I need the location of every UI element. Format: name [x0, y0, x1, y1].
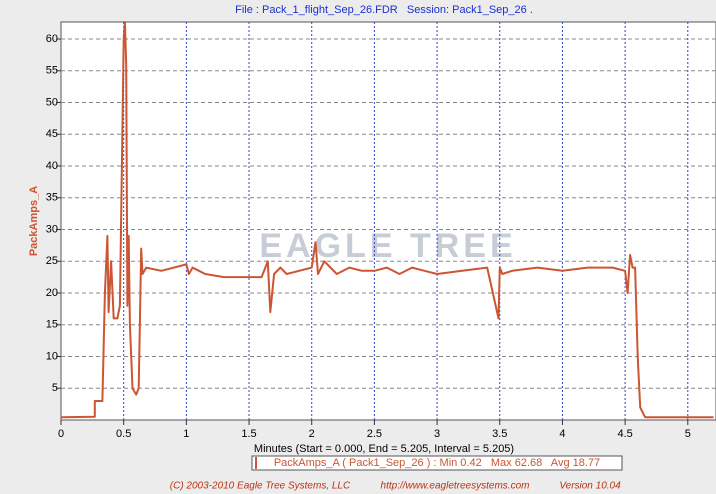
chart-title: File : Pack_1_flight_Sep_26.FDR Session:…	[235, 4, 533, 16]
y-tick-label: 5	[52, 382, 58, 394]
y-tick-label: 25	[46, 255, 58, 267]
y-tick-label: 35	[46, 192, 58, 204]
x-tick-label: 0.5	[116, 428, 131, 440]
x-tick-label: 3.5	[492, 428, 507, 440]
y-tick-label: 55	[46, 65, 58, 77]
x-tick-label: 3	[434, 428, 440, 440]
y-tick-label: 10	[46, 350, 58, 362]
x-tick-label: 1	[183, 428, 189, 440]
x-tick-label: 5	[685, 428, 691, 440]
x-tick-label: 2.5	[367, 428, 382, 440]
y-tick-label: 30	[46, 223, 58, 235]
y-tick-label: 50	[46, 96, 58, 108]
x-tick-label: 0	[58, 428, 64, 440]
watermark: EAGLE TREE	[259, 227, 516, 265]
data-line	[60, 21, 714, 419]
y-tick-label: 40	[46, 160, 58, 172]
legend	[251, 455, 623, 471]
y-axis-label: PackAmps_A	[28, 186, 40, 256]
footer-url: http://www.eagletreesystems.com	[381, 481, 530, 492]
footer-copyright: (C) 2003-2010 Eagle Tree Systems, LLC	[170, 481, 351, 492]
y-tick-label: 15	[46, 319, 58, 331]
y-tick-label: 20	[46, 287, 58, 299]
x-axis-label: Minutes (Start = 0.000, End = 5.205, Int…	[254, 443, 514, 455]
y-tick-label: 45	[46, 128, 58, 140]
x-tick-label: 4	[559, 428, 565, 440]
plot-area	[60, 21, 716, 421]
footer-version: Version 10.04	[559, 481, 621, 492]
x-tick-label: 4.5	[617, 428, 632, 440]
legend-label: PackAmps_A ( Pack1_Sep_26 ) : Min 0.42 M…	[274, 457, 600, 469]
x-tick-label: 2	[309, 428, 315, 440]
x-tick-label: 1.5	[241, 428, 256, 440]
y-tick-label: 60	[46, 33, 58, 45]
